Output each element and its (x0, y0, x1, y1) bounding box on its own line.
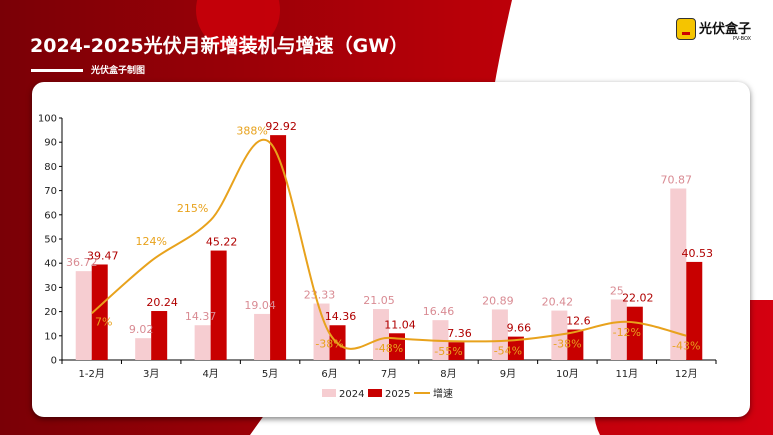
bar-2025 (567, 329, 584, 360)
data-label-2024: 14.37 (185, 310, 217, 323)
x-tick-label: 12月 (675, 368, 698, 380)
x-tick-label: 4月 (202, 368, 218, 380)
x-tick-label: 11月 (615, 368, 638, 380)
data-label-2024: 21.05 (363, 294, 395, 307)
logo-sub: PV-BOX (732, 36, 752, 42)
data-label-2025: 20.24 (146, 296, 178, 309)
bar-2024 (313, 303, 330, 360)
logo-text: 光伏盒子 (699, 21, 752, 37)
legend-swatch-2024 (322, 389, 336, 397)
x-tick-label: 5月 (262, 368, 278, 380)
subtitle: 光伏盒子制图 (91, 66, 146, 76)
x-tick-label: 6月 (321, 368, 337, 380)
data-label-2024: 70.87 (661, 173, 693, 186)
data-label-2024: 25 (610, 285, 624, 298)
bar-2025 (507, 336, 524, 360)
bar-2025 (210, 250, 227, 360)
bar-2024 (610, 299, 627, 360)
data-label-2024: 19.04 (244, 299, 276, 312)
growth-line (91, 138, 687, 350)
data-label-2025: 40.53 (682, 247, 714, 260)
y-tick-label: 70 (44, 186, 57, 197)
data-label-2025: 45.22 (206, 236, 238, 249)
bar-2025 (686, 261, 703, 360)
logo-icon (676, 18, 696, 40)
data-label-2024: 9.02 (129, 323, 154, 336)
bar-2025 (270, 135, 287, 360)
legend-label-growth: 增速 (433, 387, 453, 400)
bar-2024 (75, 271, 92, 360)
y-tick-label: 10 (44, 331, 57, 342)
data-label-growth: 215% (177, 202, 208, 215)
data-label-2025: 22.02 (622, 292, 654, 305)
x-tick-label: 3月 (143, 368, 159, 380)
data-label-growth: -38% (553, 337, 581, 350)
data-label-growth: -48% (375, 342, 403, 355)
data-label-2024: 36.72 (66, 256, 98, 269)
bar-2025 (389, 333, 405, 360)
x-tick-label: 10月 (556, 368, 579, 380)
data-label-2025: 9.66 (507, 322, 531, 335)
y-tick-label: 100 (38, 114, 57, 125)
data-label-growth: -38% (315, 337, 343, 350)
bar-2025 (91, 264, 108, 360)
logo: 光伏盒子 PV-BOX (676, 18, 752, 42)
bar-2024 (670, 188, 687, 360)
bar-2024 (135, 338, 152, 360)
data-label-2025: 14.36 (325, 310, 357, 323)
data-label-growth: -12% (613, 326, 641, 339)
y-tick-label: 90 (44, 138, 57, 149)
x-tick-label: 9月 (500, 368, 516, 380)
y-tick-label: 60 (44, 210, 57, 221)
data-label-2025: 12.6 (566, 315, 591, 328)
chart-card: 0 10 20 30 40 50 60 70 80 90 100 1-2月 36.72 39.47 3月 9.… (32, 82, 750, 417)
data-label-growth: -54% (494, 345, 522, 358)
data-label-2025: 11.04 (384, 318, 416, 331)
bar-2024 (373, 309, 389, 360)
data-label-2024: 20.89 (482, 294, 513, 307)
data-label-2024: 23.33 (304, 289, 336, 302)
y-tick-label: 40 (44, 259, 57, 270)
data-label-growth: 124% (135, 235, 166, 248)
data-label-2025: 7.36 (447, 327, 472, 340)
y-tick-label: 80 (44, 162, 57, 173)
bar-2024 (194, 325, 211, 360)
legend-label-2025: 2025 (385, 389, 410, 400)
data-label-2024: 20.42 (542, 296, 574, 309)
legend-label-2024: 2024 (339, 389, 364, 400)
x-tick-label: 8月 (440, 368, 456, 380)
bar-2024 (491, 309, 508, 360)
bar-2025 (626, 306, 643, 360)
bar-2025 (151, 311, 168, 360)
bar-2025 (448, 342, 465, 360)
page-title: 2024-2025光伏月新增装机与增速（GW） (30, 35, 409, 57)
subtitle-line (31, 69, 83, 72)
data-label-growth: 7% (95, 315, 112, 328)
x-tick-label: 1-2月 (79, 368, 105, 380)
data-label-growth: -43% (672, 340, 700, 353)
data-label-growth: -55% (434, 345, 462, 358)
legend-swatch-2025 (368, 389, 382, 397)
y-tick-label: 20 (44, 307, 57, 318)
data-label-2024: 16.46 (423, 305, 455, 318)
data-label-growth: 388% (236, 125, 267, 138)
x-tick-label: 7月 (381, 368, 397, 380)
y-tick-label: 30 (44, 283, 57, 294)
data-label-2025: 92.92 (265, 120, 297, 133)
y-tick-label: 50 (44, 235, 57, 246)
y-tick-label: 0 (51, 356, 57, 367)
data-label-2025: 39.47 (87, 249, 119, 262)
bar-2024 (254, 313, 271, 360)
